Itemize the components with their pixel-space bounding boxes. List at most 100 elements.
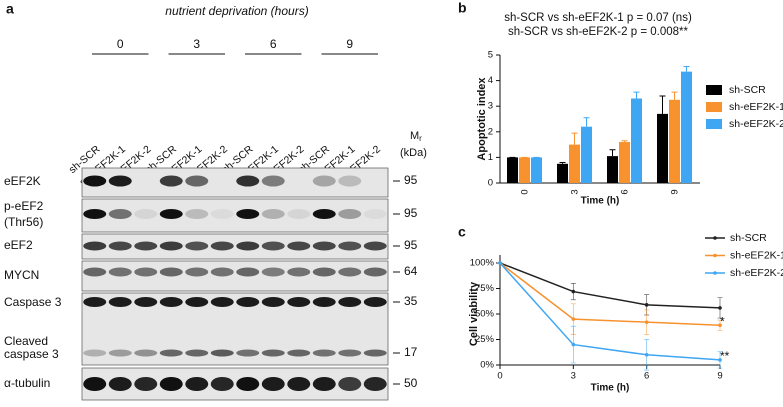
y-tick-label: 100%	[470, 258, 495, 269]
band	[363, 349, 387, 357]
band	[83, 241, 107, 251]
timepoint-label: 0	[117, 37, 124, 51]
panel-label: a	[6, 1, 14, 17]
error-bar	[621, 140, 628, 143]
y-tick-label: 3	[488, 101, 493, 112]
row-label: eEF2K	[4, 174, 41, 188]
mr-marker: 95	[404, 238, 418, 252]
band	[338, 377, 362, 391]
mr-marker: 64	[404, 264, 418, 278]
band	[312, 241, 336, 251]
blot-frame	[81, 167, 389, 198]
y-axis-label: Apoptotic index	[476, 77, 488, 161]
x-tick-label: 0	[497, 371, 502, 382]
band	[312, 377, 336, 391]
line	[499, 262, 721, 326]
bar	[657, 113, 668, 183]
row-label: (Thr56)	[4, 215, 43, 229]
point	[718, 306, 722, 310]
blot-frame	[81, 292, 389, 366]
band	[338, 209, 362, 219]
band	[210, 377, 234, 391]
bar	[569, 144, 580, 183]
band	[210, 349, 234, 357]
band	[236, 175, 260, 187]
line	[499, 262, 721, 361]
legend-marker	[713, 253, 717, 258]
legend-label: sh-eEF2K-1	[730, 249, 783, 261]
band	[83, 209, 107, 219]
band	[210, 209, 234, 219]
band	[159, 297, 183, 307]
band	[236, 349, 260, 357]
y-tick-label: 2	[488, 126, 493, 137]
error-bar	[683, 66, 690, 72]
blot-frame	[81, 198, 389, 233]
legend-swatch	[706, 119, 722, 129]
band	[312, 297, 336, 307]
timepoint-label: 9	[346, 37, 353, 51]
mr-unit: (kDa)	[400, 147, 427, 159]
band	[287, 349, 311, 357]
band	[185, 241, 209, 251]
band	[338, 267, 362, 277]
band	[261, 377, 285, 391]
blot-frame	[81, 233, 389, 260]
band	[261, 209, 285, 219]
y-tick-label: 50%	[475, 309, 495, 320]
bar	[557, 163, 568, 183]
mr-label: Mr	[410, 130, 422, 143]
point	[718, 358, 722, 362]
band	[83, 349, 107, 357]
band	[83, 175, 107, 187]
band	[261, 175, 285, 187]
y-tick-label: 1	[488, 152, 493, 163]
row-label: p-eEF2	[4, 199, 44, 213]
row-label: eEF2	[4, 238, 33, 252]
band	[236, 297, 260, 307]
band	[236, 241, 260, 251]
band	[185, 377, 209, 391]
blot-frame	[81, 260, 389, 292]
x-tick-label: 3	[571, 371, 576, 382]
band	[134, 297, 158, 307]
x-tick-label: 9	[717, 371, 722, 382]
band	[312, 267, 336, 277]
legend-marker	[713, 236, 717, 240]
bar	[607, 156, 618, 183]
x-tick-label: 6	[644, 371, 649, 382]
timepoint-label: 3	[193, 37, 200, 51]
bar	[631, 98, 642, 183]
error-bar	[583, 117, 590, 127]
band	[363, 209, 387, 219]
error-bar	[571, 132, 578, 145]
legend-marker	[713, 271, 717, 275]
band	[261, 267, 285, 277]
x-tick-label: 3	[570, 189, 581, 194]
x-axis-label: Time (h)	[591, 383, 630, 394]
mr-marker: 50	[404, 376, 418, 390]
legend-label: sh-eEF2K-2	[729, 118, 783, 130]
row-label: Cleaved	[4, 334, 48, 348]
band	[210, 241, 234, 251]
band	[185, 297, 209, 307]
band	[83, 377, 107, 391]
band	[287, 209, 311, 219]
band	[185, 209, 209, 219]
point	[498, 261, 502, 265]
band	[83, 267, 107, 277]
point	[718, 323, 722, 328]
y-tick-label: 75%	[475, 283, 495, 294]
band	[261, 241, 285, 251]
x-tick-label: 0	[520, 189, 531, 194]
y-tick-label: 5	[488, 50, 493, 61]
band	[210, 297, 234, 307]
row-label: MYCN	[4, 268, 39, 282]
band	[159, 377, 183, 391]
panel-label: c	[458, 224, 466, 240]
x-axis-label: Time (h)	[581, 196, 620, 207]
band	[185, 175, 209, 187]
point	[644, 320, 649, 324]
bar	[507, 157, 518, 183]
